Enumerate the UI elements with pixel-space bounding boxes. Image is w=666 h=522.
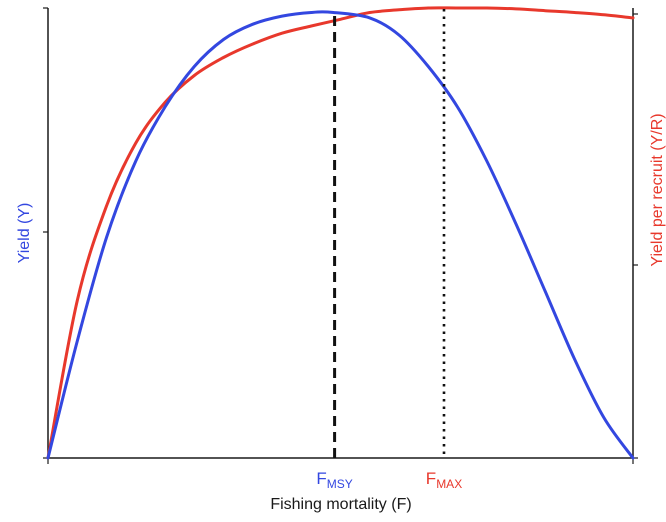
axes [43, 7, 638, 464]
series-line-yield [46, 10, 635, 460]
series-layer [46, 6, 635, 460]
marker-label-fmax: FMAX [426, 469, 462, 491]
y-axis-label-left: Yield (Y) [16, 203, 33, 264]
marker-label-fmsy: FMSY [316, 469, 352, 491]
series-line-ypr [46, 6, 635, 460]
x-axis-label: Fishing mortality (F) [270, 496, 411, 513]
y-axis-label-right: Yield per recruit (Y/R) [649, 113, 666, 266]
marker-layer: FMSY FMAX [316, 9, 462, 491]
